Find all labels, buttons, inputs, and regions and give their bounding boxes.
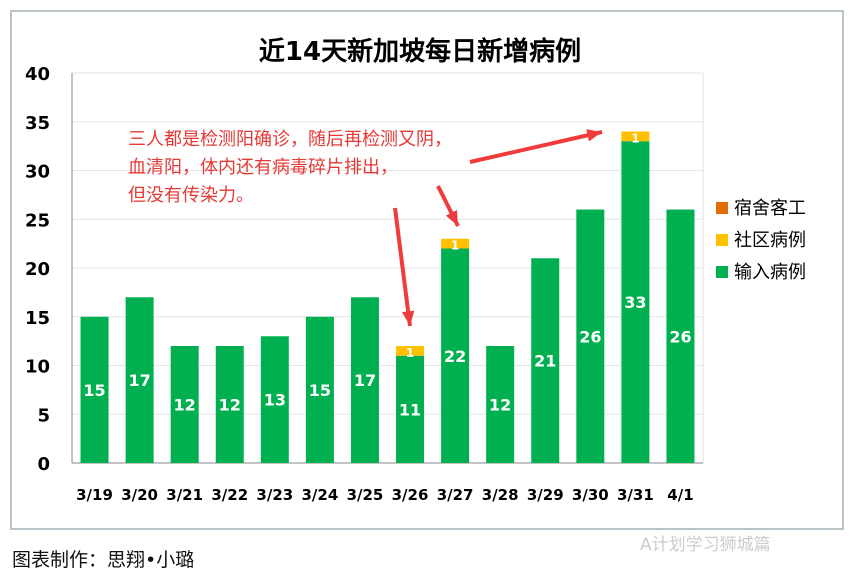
- legend-label: 社区病例: [734, 230, 806, 251]
- x-tick-label: 3/23: [256, 486, 293, 504]
- chart-title: 近14天新加坡每日新增病例: [259, 36, 581, 67]
- arrowhead-icon: [586, 129, 602, 142]
- data-label: 12: [489, 396, 511, 415]
- data-label: 21: [534, 352, 556, 371]
- annotation-text: 但没有传染力。: [128, 185, 254, 206]
- bar-segment: [350, 297, 379, 463]
- bar-segment: [80, 316, 109, 463]
- bar-segment: [486, 346, 515, 463]
- chart-frame: [10, 10, 844, 530]
- bar-segment: [621, 131, 650, 142]
- chart-credit: 图表制作：思翔•小璐: [12, 549, 195, 571]
- legend-label: 宿舍客工: [734, 198, 806, 219]
- y-tick-label: 40: [25, 64, 50, 85]
- y-tick-label: 25: [25, 210, 50, 231]
- data-label: 1: [631, 131, 639, 145]
- legend-label: 输入病例: [734, 262, 806, 283]
- data-label: 1: [451, 239, 459, 253]
- annotation-arrow: [393, 207, 412, 327]
- legend-swatch: [716, 266, 728, 278]
- data-label: 17: [128, 371, 150, 390]
- x-tick-label: 3/26: [392, 486, 429, 504]
- x-tick-label: 3/28: [482, 486, 519, 504]
- bar-segment: [531, 258, 560, 463]
- x-tick-label: 3/25: [347, 486, 384, 504]
- x-tick-label: 3/19: [76, 486, 113, 504]
- y-tick-label: 0: [37, 454, 50, 475]
- x-tick-label: 3/29: [527, 486, 564, 504]
- bar-segment: [125, 297, 154, 463]
- y-tick-label: 15: [25, 308, 50, 329]
- bar-segment: [441, 248, 470, 463]
- bar-segment: [260, 336, 289, 463]
- data-label: 33: [624, 293, 646, 312]
- y-tick-label: 30: [25, 162, 50, 183]
- y-tick-label: 10: [25, 357, 50, 378]
- data-label: 22: [444, 347, 466, 366]
- data-label: 13: [264, 391, 286, 410]
- stacked-bar-chart: 近14天新加坡每日新增病例 0 5 10 15 20 25 30 35 40 15 3/19 17 3/2…: [25, 36, 806, 504]
- annotation-text: 血清阳，体内还有病毒碎片排出，: [128, 157, 398, 178]
- watermark: A计划学习狮城篇: [640, 535, 771, 555]
- data-label: 12: [219, 396, 241, 415]
- legend-swatch: [716, 234, 728, 246]
- annotation-arrow: [469, 130, 603, 164]
- x-tick-label: 3/21: [166, 486, 203, 504]
- y-tick-label: 5: [37, 405, 50, 426]
- x-tick-label: 3/31: [617, 486, 654, 504]
- x-tick-label: 3/30: [572, 486, 609, 504]
- annotation-text: 三人都是检测阳确诊，随后再检测又阴，: [128, 129, 452, 150]
- x-tick-label: 3/27: [437, 486, 474, 504]
- bar-segment: [170, 346, 199, 463]
- bar-segment: [576, 209, 605, 463]
- x-tick-label: 4/1: [667, 486, 693, 504]
- bar-segment: [396, 346, 425, 356]
- data-label: 15: [83, 381, 105, 400]
- arrowhead-icon: [401, 310, 415, 326]
- arrowhead-icon: [445, 210, 458, 226]
- data-label: 12: [174, 396, 196, 415]
- data-label: 26: [579, 327, 601, 346]
- data-label: 11: [399, 400, 421, 419]
- bar-segment: [621, 141, 650, 463]
- bar-segment: [215, 346, 244, 463]
- data-label: 15: [309, 381, 331, 400]
- bar-segment: [441, 238, 470, 249]
- bar-segment: [666, 209, 695, 463]
- y-tick-label: 20: [25, 259, 50, 280]
- data-label: 17: [354, 371, 376, 390]
- x-tick-label: 3/20: [121, 486, 158, 504]
- legend-swatch: [716, 202, 728, 214]
- x-tick-label: 3/22: [211, 486, 248, 504]
- data-label: 26: [669, 327, 691, 346]
- data-label: 1: [406, 346, 414, 360]
- y-tick-label: 35: [25, 113, 50, 134]
- x-tick-label: 3/24: [301, 486, 338, 504]
- bar-segment: [396, 355, 425, 463]
- bar-segment: [305, 316, 334, 463]
